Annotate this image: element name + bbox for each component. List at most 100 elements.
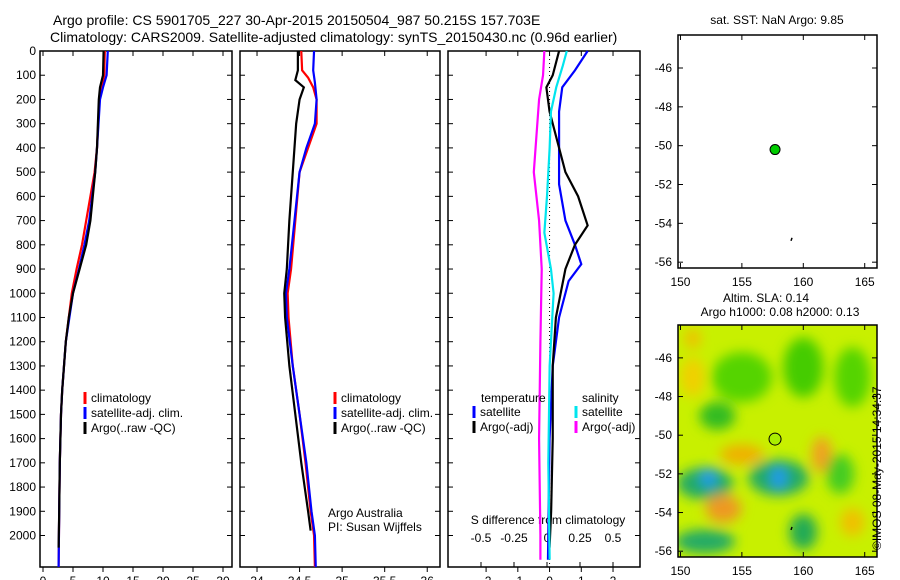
depth-tick-label: 1100 [10,310,36,324]
depth-tick-label: 1200 [9,335,36,349]
sst-map-lon-label: 165 [855,275,875,289]
annotation-text: PI: Susan Wijffels [328,520,422,534]
diff-frame [447,50,641,568]
temp-xtick-label: 10 [96,574,110,580]
sal-frame [239,50,441,568]
sst-map-lat-label: -50 [655,139,673,153]
depth-tick-label: 500 [16,165,36,179]
diff-series-line [532,50,546,560]
s-diff-tick-label: 0.25 [568,531,592,545]
sst-map-title: sat. SST: NaN Argo: 9.85 [710,13,844,27]
depth-tick-label: 1600 [9,432,36,446]
depth-tick-label: 1800 [9,480,36,494]
sla-heatmap [678,325,877,557]
depth-tick-label: 1400 [9,383,36,397]
sla-map-lat-label: -48 [655,390,673,404]
sst-map-lon-label: 160 [793,275,813,289]
annotation-text: Argo Australia [328,506,403,520]
temp-legend-label: climatology [91,391,151,405]
sal-series-line [283,51,312,531]
heat-blob [699,401,736,430]
temp-xtick-label: 5 [70,574,77,580]
title-line2: Climatology: CARS2009. Satellite-adjuste… [50,29,618,45]
temp-frame [39,50,233,568]
sla-map-coast-mark [790,526,793,531]
s-diff-tick-label: 0.5 [605,531,622,545]
depth-tick-label: 1900 [9,504,36,518]
sst-map-lon-label: 155 [732,275,752,289]
sal-legend-label: Argo(..raw -QC) [341,421,426,435]
sla-map-lon-label: 150 [670,564,690,578]
sst-map-lat-label: -54 [655,216,673,230]
sal-series-line [284,50,318,568]
diff-xtick-label: 0 [546,574,553,580]
depth-tick-label: 400 [16,141,36,155]
diff-legend-label: Argo(-adj) [480,420,533,434]
sst-map-lat-label: -52 [655,178,673,192]
sla-map-lon-label: 165 [855,564,875,578]
temp-series-line [57,50,105,548]
depth-tick-label: 800 [16,238,36,252]
sal-legend-label: satellite-adj. clim. [341,406,433,420]
temp-xtick-label: 15 [126,574,140,580]
depth-tick-label: 2000 [9,529,36,543]
sal-xtick-label: 35.5 [373,574,397,580]
sal-legend-label: climatology [341,391,401,405]
depth-tick-label: 1000 [9,286,36,300]
heat-blob [811,436,832,473]
sla-map-title-1: Altim. SLA: 0.14 [723,291,809,305]
heat-blob [789,513,818,550]
sla-map-lon-label: 160 [793,564,813,578]
s-diff-tick-label: -0.5 [471,531,492,545]
sla-map-argo-position [768,432,782,446]
sla-map-lat-label: -54 [655,506,673,520]
diff-xtick-label: -1 [512,574,523,580]
sst-map-coast-mark [790,237,793,242]
depth-tick-label: 1700 [9,456,36,470]
sla-map-lat-label: -56 [655,544,673,558]
heat-blob [705,494,742,523]
s-diff-tick-label: -0.25 [500,531,528,545]
depth-tick-label: 900 [16,262,36,276]
depth-tick-label: 1300 [9,359,36,373]
sla-map-lat-label: -46 [655,351,673,365]
depth-tick-label: 200 [16,92,36,106]
credit-text: ©IMOS 08-May-2015 14:34:37 [870,386,884,550]
depth-tick-label: 600 [16,189,36,203]
depth-tick-label: 1500 [9,407,36,421]
heat-blobs [678,328,871,554]
heat-blob [684,328,701,349]
heat-blob [700,467,717,488]
legend-salinity-header: salinity [582,391,619,405]
sst-map-argo-position [769,144,781,156]
sal-xtick-label: 34 [250,574,264,580]
sal-xtick-label: 35 [335,574,349,580]
heat-blob [840,508,865,537]
sal-xtick-label: 34.5 [288,574,312,580]
heat-blob [826,453,855,494]
heat-blob [680,357,705,398]
sla-map-frame [677,324,878,558]
diff-xtick-label: -2 [481,574,492,580]
sla-map-title-2: Argo h1000: 0.08 h2000: 0.13 [701,305,860,319]
sla-map-lon-label: 155 [732,564,752,578]
legend-temperature-header: temperature [481,391,546,405]
diff-xtick-label: 1 [578,574,585,580]
temp-legend-label: Argo(..raw -QC) [91,421,176,435]
diff-legend-label: Argo(-adj) [582,420,635,434]
heat-blob [678,529,736,554]
sst-map-lat-label: -56 [655,255,673,269]
diff-legend-label: satellite [480,405,521,419]
temp-xtick-label: 25 [186,574,200,580]
depth-tick-label: 0 [29,44,36,58]
temp-legend-label: satellite-adj. clim. [91,406,183,420]
temp-xtick-label: 30 [216,574,230,580]
sst-map-lon-label: 150 [670,275,690,289]
diff-xtick-label: 2 [610,574,617,580]
depth-tick-label: 700 [16,214,36,228]
temp-xtick-label: 0 [40,574,47,580]
sst-map-lat-label: -48 [655,100,673,114]
sal-xtick-label: 36 [421,574,435,580]
heat-blob [719,444,764,465]
